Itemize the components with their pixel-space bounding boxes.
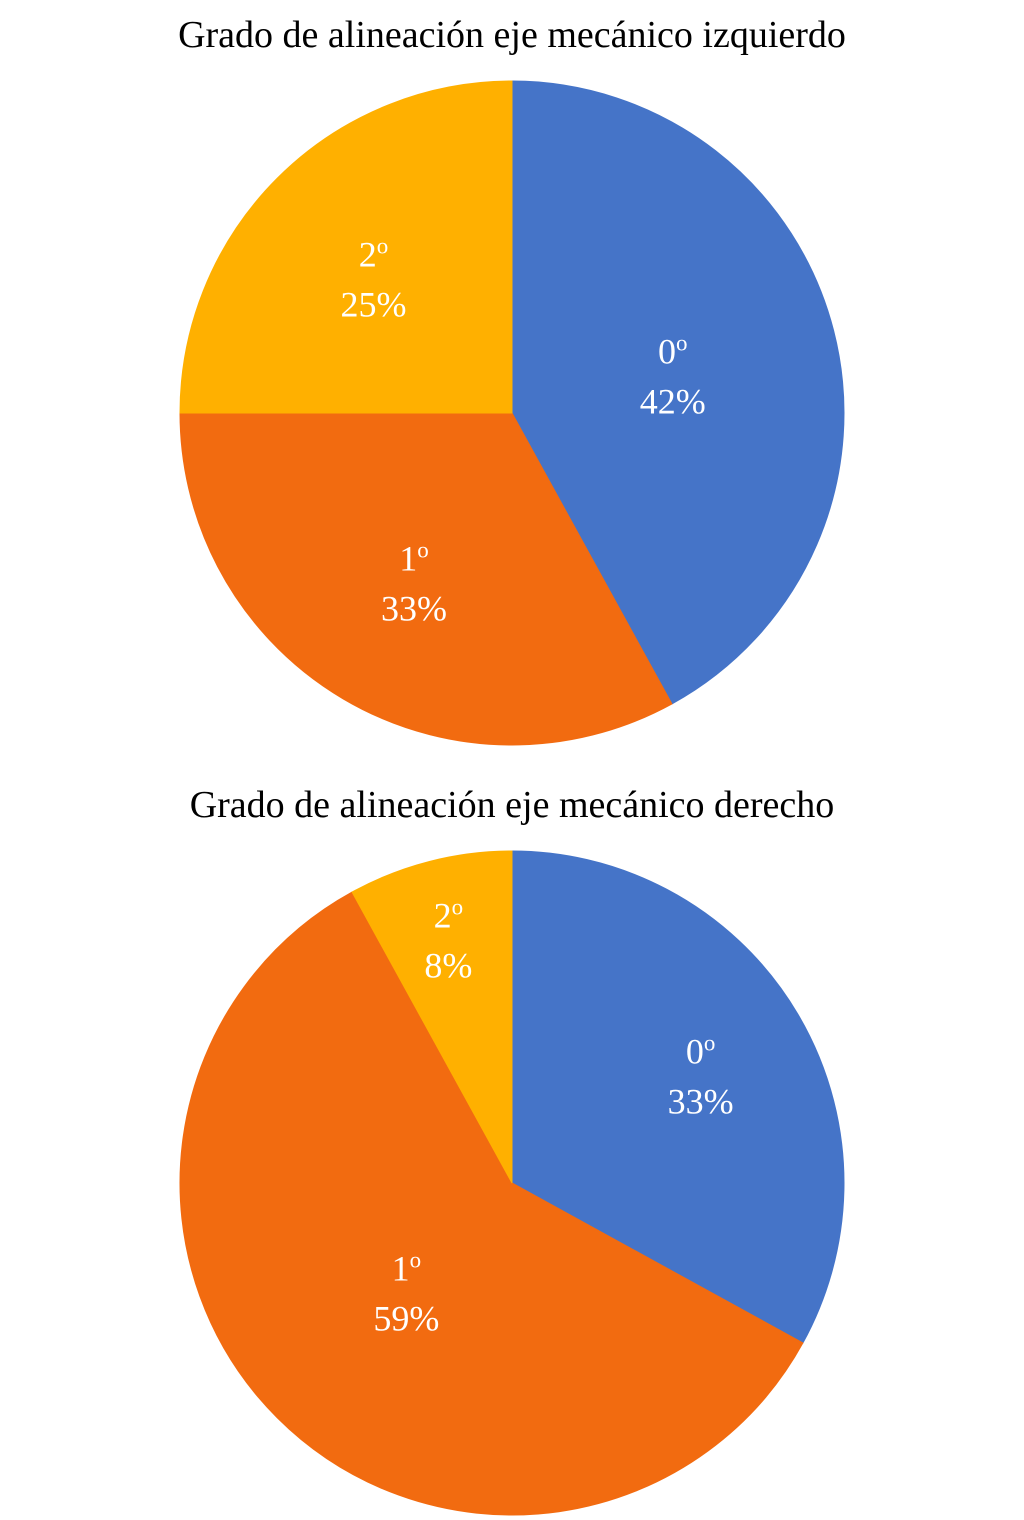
chart-title-derecho: Grado de alineación eje mecánico derecho (189, 784, 835, 826)
slice-label-0deg: 0o 33% (668, 1031, 734, 1122)
slice-label-2deg: 2o 25% (341, 234, 407, 325)
slice-label-1deg: 1o 33% (381, 538, 447, 629)
pie-chart-izquierdo: 0o 42% 1o 33% 2o 25% (179, 80, 845, 746)
chart-title-izquierdo: Grado de alineación eje mecánico izquier… (178, 14, 846, 56)
pie-slice-1deg (179, 891, 804, 1516)
pie-slice-0deg (511, 850, 845, 1344)
pie-slice-0deg (511, 80, 845, 705)
pie-slice-2deg (179, 80, 513, 414)
slice-label-0deg: 0o 42% (640, 331, 706, 422)
pie-chart-derecho: 0o 33%1o 59%2o 8% (179, 850, 845, 1516)
pie-slice-2deg (351, 850, 513, 1184)
slice-label-2deg: 2o 8% (424, 894, 472, 985)
pie-slice-1deg (179, 412, 673, 746)
